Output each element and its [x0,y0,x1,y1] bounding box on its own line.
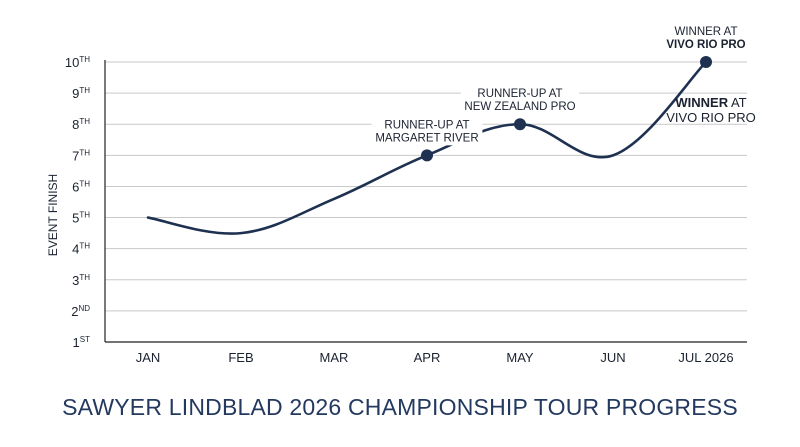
side-annotation-label: WINNER AT [675,95,746,110]
x-tick-label: MAY [506,350,534,365]
x-tick-label: MAR [320,350,349,365]
annotation-label: NEW ZEALAND PRO [464,101,575,113]
y-tick-label: 5TH [72,211,90,226]
x-tick-label: APR [414,350,441,365]
annotation-label: VIVO RIO PRO [666,39,745,51]
y-tick-label: 6TH [72,179,90,194]
annotation-background [371,117,483,146]
x-tick-label: JAN [136,350,161,365]
annotation-label: RUNNER-UP AT [384,119,469,131]
x-tick-label: JUN [600,350,625,365]
x-tick-label: JUL 2026 [678,350,733,365]
data-point-marker [421,149,433,162]
y-tick-labels: 1ST 2ND 3TH 4TH 5TH 6TH 7TH 8TH 9TH 10TH [65,55,90,350]
annotation-background [461,86,579,115]
side-annotation-label: VIVO RIO PRO [666,110,756,125]
y-tick-label: 4TH [72,242,90,257]
data-point-marker [514,118,526,131]
axes [104,60,747,343]
y-tick-label: 1ST [73,335,91,350]
series-line [146,60,708,235]
annotation-label: MARGARET RIVER [375,132,478,144]
gridlines [105,61,747,312]
annotation-background [657,24,755,52]
y-tick-label: 8TH [72,117,90,132]
markers [421,56,712,162]
data-point-marker [700,56,712,68]
series-line-path [146,60,708,235]
y-axis-label: EVENT FINISH [46,174,60,256]
y-tick-label: 7TH [72,148,90,163]
chart-title: SAWYER LINDBLAD 2026 CHAMPIONSHIP TOUR P… [62,394,738,420]
y-tick-label: 2ND [71,304,90,319]
x-tick-labels: JAN FEB MAR APR MAY JUN JUL 2026 [136,350,734,365]
x-tick-label: FEB [228,350,253,365]
y-tick-label: 10TH [65,55,90,70]
annotation-label: WINNER AT [674,26,737,38]
y-tick-label: 9TH [72,86,90,101]
y-tick-label: 3TH [72,273,90,288]
annotation-label: RUNNER-UP AT [477,88,562,100]
